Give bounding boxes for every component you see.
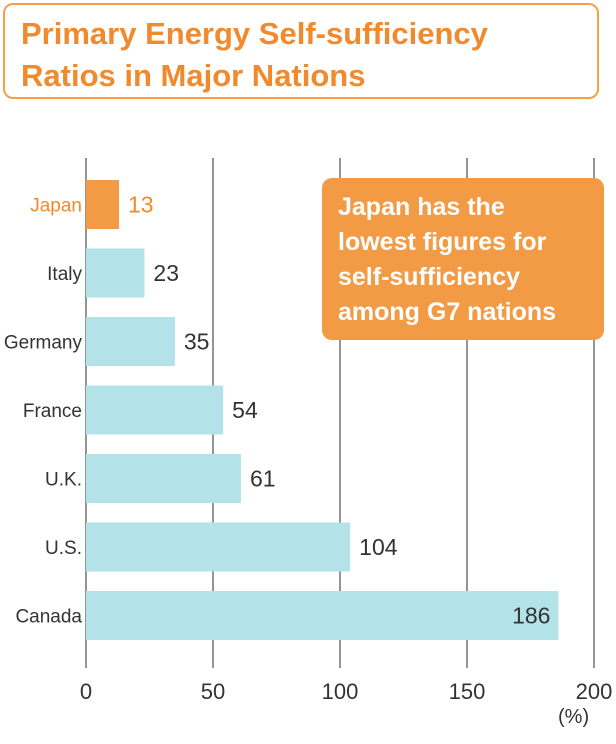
bar-france bbox=[86, 385, 224, 435]
annotation-line-4: among G7 nations bbox=[338, 298, 557, 326]
value-label-u-k: 61 bbox=[250, 466, 276, 492]
category-label-u-k: U.K. bbox=[45, 470, 82, 491]
category-label-u-s: U.S. bbox=[45, 538, 82, 559]
x-tick-label-50: 50 bbox=[201, 679, 225, 704]
x-tick-label-150: 150 bbox=[449, 679, 486, 704]
chart-title-box: Primary Energy Self-sufficiency Ratios i… bbox=[3, 3, 599, 99]
annotation-line-3: self-sufficiency bbox=[338, 263, 521, 291]
category-label-japan: Japan bbox=[30, 196, 82, 217]
value-label-japan: 13 bbox=[128, 192, 154, 218]
value-label-germany: 35 bbox=[184, 329, 210, 355]
bar-italy bbox=[86, 248, 145, 298]
bar-u-s bbox=[86, 522, 351, 572]
value-label-italy: 23 bbox=[153, 260, 179, 286]
category-label-canada: Canada bbox=[15, 607, 82, 628]
category-label-france: France bbox=[23, 401, 82, 422]
category-label-germany: Germany bbox=[4, 333, 83, 354]
value-label-france: 54 bbox=[232, 397, 258, 423]
chart-title-line-1: Primary Energy Self-sufficiency bbox=[21, 16, 488, 51]
annotation-line-2: lowest figures for bbox=[338, 228, 547, 256]
x-tick-label-0: 0 bbox=[80, 679, 92, 704]
value-label-u-s: 104 bbox=[359, 534, 398, 560]
bar-germany bbox=[86, 317, 175, 366]
category-label-italy: Italy bbox=[47, 264, 82, 285]
annotation-callout: Japan has the lowest figures for self-su… bbox=[322, 178, 604, 340]
x-axis-unit-label: (%) bbox=[558, 706, 590, 728]
x-tick-label-200: 200 bbox=[576, 679, 613, 704]
value-label-canada: 186 bbox=[512, 603, 550, 629]
bar-canada bbox=[86, 591, 559, 640]
bar-u-k bbox=[86, 454, 241, 503]
x-tick-label-100: 100 bbox=[322, 679, 359, 704]
annotation-line-1: Japan has the bbox=[338, 193, 505, 221]
chart-title-line-2: Ratios in Major Nations bbox=[21, 58, 366, 93]
bar-japan bbox=[86, 180, 120, 229]
